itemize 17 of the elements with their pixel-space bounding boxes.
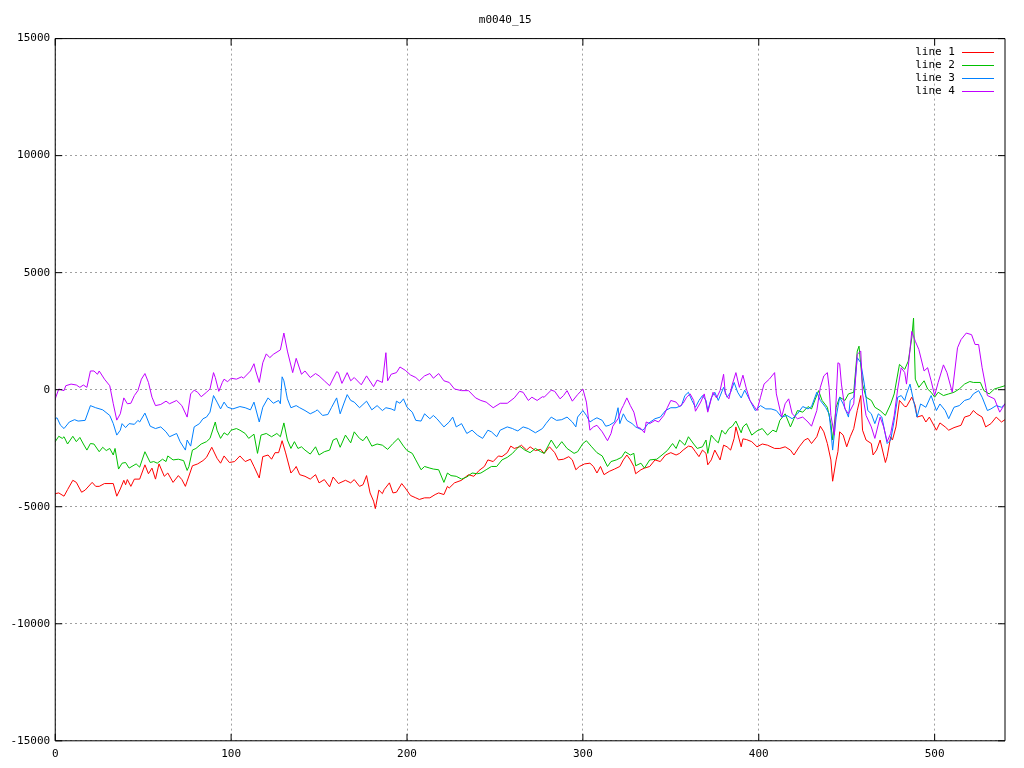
legend-label: line 2 <box>915 57 955 71</box>
y-tick-label: -5000 <box>17 499 51 513</box>
legend-label: line 3 <box>915 70 955 84</box>
y-tick-label: 15000 <box>17 31 51 45</box>
legend-label: line 4 <box>915 83 956 97</box>
x-tick-label: 300 <box>572 747 593 761</box>
chart-title: m0040_15 <box>478 12 532 26</box>
x-tick-label: 400 <box>748 747 769 761</box>
x-tick-label: 100 <box>221 747 242 761</box>
x-tick-label: 200 <box>397 747 417 761</box>
y-tick-label: 0 <box>43 382 51 396</box>
y-tick-label: 10000 <box>17 148 51 162</box>
x-tick-label: 500 <box>924 747 945 761</box>
y-tick-label: -15000 <box>10 733 51 747</box>
y-tick-label: -10000 <box>10 616 51 630</box>
legend-label: line 1 <box>915 44 955 58</box>
y-tick-label: 5000 <box>23 265 51 279</box>
